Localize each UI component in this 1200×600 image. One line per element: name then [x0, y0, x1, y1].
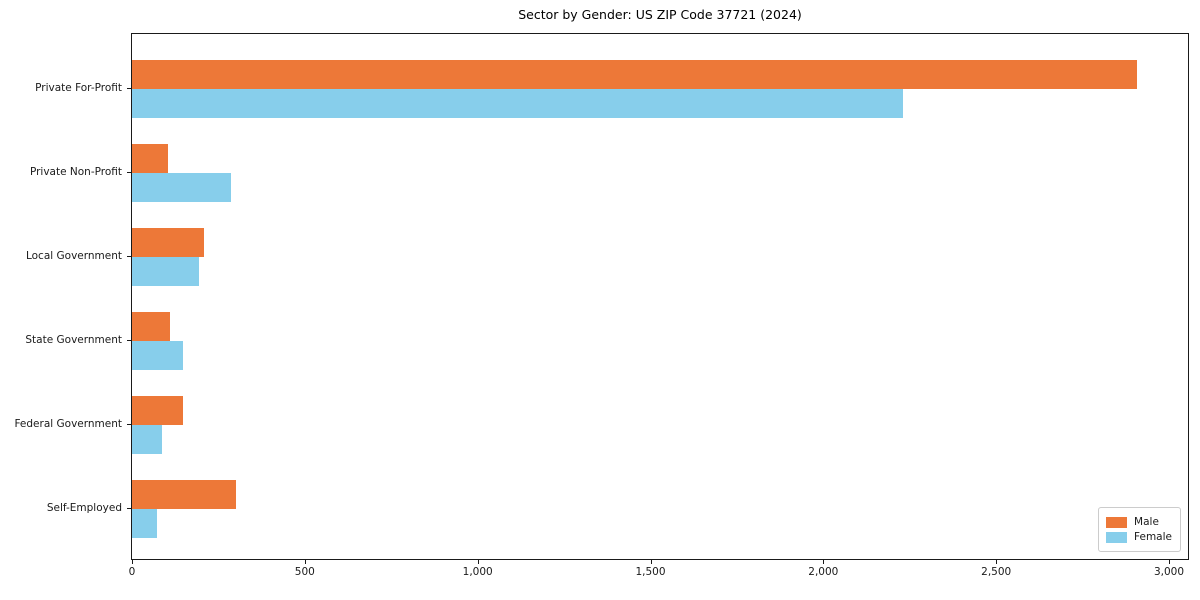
- y-axis-tick: [127, 508, 131, 509]
- bar-male-1: [132, 60, 1137, 89]
- y-axis-category-label: Private Non-Profit: [29, 166, 122, 178]
- legend-label-male: Male: [1134, 516, 1159, 528]
- y-axis-category-label: Federal Government: [14, 418, 122, 430]
- y-axis-tick: [127, 256, 131, 257]
- bar-female-4: [132, 341, 183, 370]
- bar-male-2: [132, 144, 168, 173]
- y-axis-category-label: State Government: [25, 334, 122, 346]
- bar-female-5: [132, 425, 163, 454]
- bar-male-3: [132, 228, 205, 257]
- legend-swatch-female: [1106, 531, 1128, 543]
- x-axis-tick-label: 500: [294, 566, 315, 578]
- x-axis-tick: [132, 560, 133, 564]
- x-axis-tick: [823, 560, 825, 564]
- legend: Male Female: [1098, 507, 1181, 552]
- legend-swatch-male: [1106, 516, 1128, 528]
- y-axis-tick: [127, 424, 131, 425]
- x-axis-tick-label: 1,000: [462, 566, 493, 578]
- legend-label-female: Female: [1134, 531, 1172, 543]
- y-axis-tick: [127, 88, 131, 89]
- legend-item-male: Male: [1106, 516, 1172, 528]
- x-axis-tick: [1169, 560, 1170, 564]
- x-axis-tick: [304, 560, 306, 564]
- legend-item-female: Female: [1106, 531, 1172, 543]
- y-axis-category-label: Private For-Profit: [35, 82, 122, 94]
- plot-area: Male Female: [131, 33, 1189, 560]
- y-axis-tick: [127, 172, 131, 173]
- bar-male-6: [132, 480, 236, 509]
- y-axis-category-label: Self-Employed: [46, 502, 122, 514]
- x-axis-tick-label: 3,000: [1153, 566, 1185, 578]
- x-axis-tick-label: 2,500: [981, 566, 1012, 578]
- x-axis-tick: [650, 560, 652, 564]
- y-axis-tick: [127, 340, 131, 341]
- bar-female-6: [132, 509, 157, 538]
- bar-female-2: [132, 173, 232, 202]
- y-axis-category-label: Local Government: [25, 250, 122, 262]
- x-axis-tick-label: 2,000: [808, 566, 839, 578]
- x-axis-tick-label: 0: [128, 566, 136, 578]
- bar-male-5: [132, 396, 183, 425]
- chart-title: Sector by Gender: US ZIP Code 37721 (202…: [518, 7, 802, 22]
- bar-female-1: [132, 89, 904, 118]
- bar-male-4: [132, 312, 171, 341]
- x-axis-tick: [996, 560, 998, 564]
- x-axis-tick-label: 1,500: [635, 566, 666, 578]
- x-axis-tick: [477, 560, 479, 564]
- bar-female-3: [132, 257, 200, 286]
